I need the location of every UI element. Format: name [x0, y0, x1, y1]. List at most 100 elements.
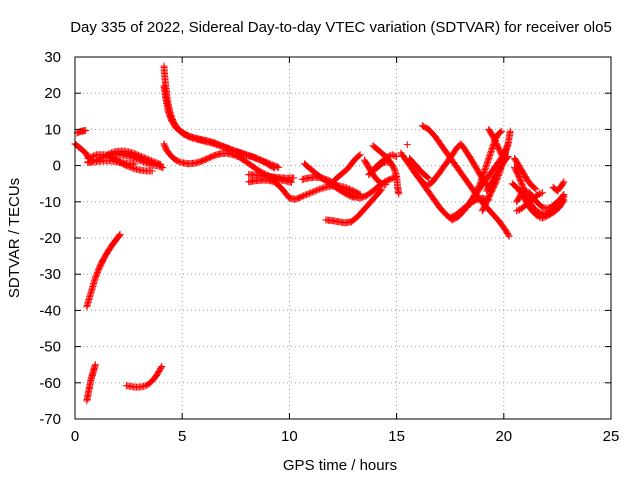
series-arc-8 — [83, 361, 99, 405]
data-point — [91, 151, 99, 159]
data-point — [148, 167, 156, 175]
data-point — [382, 181, 390, 189]
y-tick-label: -10 — [39, 194, 61, 211]
series-arc-5 — [84, 157, 139, 168]
series-arc-16 — [300, 160, 358, 201]
data-point — [273, 163, 281, 171]
series-arc-2 — [73, 126, 90, 137]
data-point — [147, 157, 155, 165]
data-point — [82, 126, 90, 134]
data-point — [138, 157, 146, 165]
y-tick-label: 10 — [44, 121, 61, 138]
data-point — [132, 150, 140, 158]
data-point — [141, 382, 149, 390]
data-point — [386, 158, 394, 166]
data-point — [523, 188, 531, 196]
data-point — [142, 154, 150, 162]
data-point — [536, 190, 544, 198]
data-point — [149, 157, 157, 165]
y-tick-label: 20 — [44, 85, 61, 102]
data-point — [504, 153, 512, 161]
data-point — [560, 178, 568, 186]
data-point — [505, 232, 513, 240]
data-point — [150, 158, 158, 166]
x-tick-label: 25 — [603, 428, 620, 445]
data-point — [393, 153, 401, 161]
data-point — [310, 188, 318, 196]
data-point — [145, 156, 153, 164]
x-tick-label: 0 — [71, 428, 79, 445]
series-arc-25 — [405, 154, 433, 182]
data-point — [263, 158, 271, 166]
data-point — [403, 141, 411, 149]
data-point — [497, 128, 505, 136]
data-point — [521, 187, 529, 195]
data-point — [303, 191, 311, 199]
data-point — [532, 185, 540, 193]
data-point — [504, 231, 512, 239]
data-point — [158, 363, 166, 371]
data-point — [348, 193, 356, 201]
x-tick-label: 5 — [178, 428, 186, 445]
data-point — [143, 155, 151, 163]
data-point — [388, 151, 396, 159]
series-arc-38 — [549, 178, 568, 195]
data-point — [513, 207, 521, 215]
data-point — [308, 188, 316, 196]
data-point — [255, 155, 263, 163]
data-point — [105, 150, 113, 158]
y-tick-label: -60 — [39, 375, 61, 392]
data-point — [115, 231, 123, 239]
data-point — [500, 156, 508, 164]
data-point — [137, 157, 145, 165]
series-arc-37 — [513, 189, 546, 215]
y-tick-label: 30 — [44, 49, 61, 66]
series-arc-7 — [83, 230, 124, 311]
data-point — [261, 158, 269, 166]
data-point — [391, 152, 399, 160]
x-tick-label: 20 — [495, 428, 512, 445]
data-point — [290, 174, 298, 182]
series-arc-14 — [245, 171, 298, 182]
data-point — [131, 160, 139, 168]
data-point — [254, 155, 262, 163]
series-arc-6 — [103, 147, 165, 169]
data-point — [140, 382, 148, 390]
y-tick-label: -20 — [39, 230, 61, 247]
data-point — [136, 152, 144, 160]
data-point — [356, 151, 364, 159]
axis-ticks: 0 5 10 15 20 25 -70 -60 -50 -40 -30 -20 -10 0 10 20 30 — [39, 49, 619, 445]
data-point — [425, 174, 433, 182]
x-axis-label: GPS time / hours — [283, 457, 397, 474]
data-point — [311, 187, 319, 195]
y-tick-label: -40 — [39, 302, 61, 319]
data-point — [534, 212, 542, 220]
y-tick-label: 0 — [53, 158, 61, 175]
data-point — [103, 151, 111, 159]
series-arc-23 — [403, 141, 411, 149]
data-point — [350, 193, 358, 201]
series-arc-11 — [160, 82, 283, 171]
y-axis-label: SDTVAR / TECUs — [6, 178, 23, 298]
series-arc-13 — [245, 176, 364, 203]
data-point — [264, 159, 272, 167]
data-point — [307, 189, 315, 197]
data-point — [139, 153, 147, 161]
data-point — [345, 192, 353, 200]
data-point — [223, 144, 231, 152]
data-point — [506, 127, 514, 135]
data-point — [378, 160, 386, 168]
data-point — [157, 161, 165, 169]
data-point — [559, 192, 567, 200]
series-arc-32 — [485, 125, 508, 164]
data-point — [531, 184, 539, 192]
data-point — [134, 156, 142, 164]
data-point — [300, 192, 308, 200]
data-point — [137, 153, 145, 161]
data-point — [115, 232, 123, 240]
data-point — [538, 189, 546, 197]
data-point — [314, 186, 322, 194]
data-point — [301, 191, 309, 199]
data-point — [534, 191, 542, 199]
